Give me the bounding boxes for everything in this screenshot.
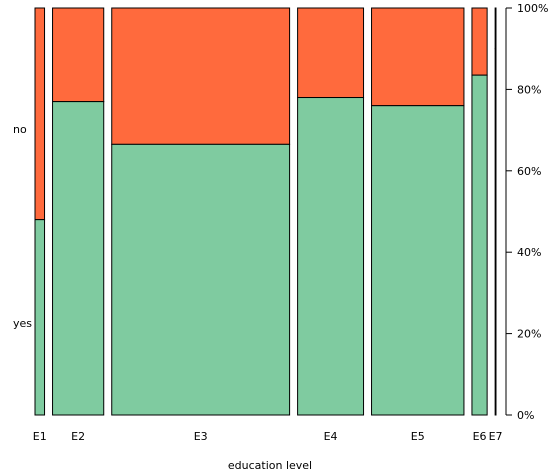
- segment-no-e1: [34, 7, 46, 221]
- column-e5: [371, 7, 465, 416]
- right-axis-tick-label: 0%: [517, 409, 534, 422]
- segment-yes-e1: [34, 219, 46, 416]
- column-e6: [471, 7, 488, 416]
- segment-yes-e7: [494, 48, 497, 416]
- x-tick-label-e7: E7: [489, 430, 503, 443]
- segment-yes-e5: [371, 105, 465, 416]
- segment-yes-e6: [471, 74, 488, 416]
- segment-no-e7: [494, 7, 497, 50]
- x-tick-label-e1: E1: [33, 430, 47, 443]
- right-axis: 0% 20% 40% 60% 80% 100%: [505, 2, 548, 422]
- x-axis-title: education level: [228, 459, 312, 472]
- x-tick-label-e5: E5: [411, 430, 425, 443]
- segment-labels: yes no: [13, 123, 32, 330]
- segment-no-e5: [371, 7, 465, 107]
- column-e4: [297, 7, 365, 416]
- column-e2: [52, 7, 105, 416]
- right-axis-tick-label: 80%: [517, 83, 541, 96]
- x-tick-label-e6: E6: [473, 430, 487, 443]
- right-axis-tick-label: 60%: [517, 165, 541, 178]
- segment-yes-e4: [297, 97, 365, 416]
- segment-yes-e3: [111, 143, 291, 416]
- right-axis-tick-label: 100%: [517, 2, 548, 15]
- x-tick-label-e3: E3: [194, 430, 208, 443]
- segment-label-yes: yes: [13, 317, 32, 330]
- right-axis-tick-label: 40%: [517, 246, 541, 259]
- segment-no-e3: [111, 7, 291, 145]
- x-tick-label-e4: E4: [324, 430, 338, 443]
- segment-label-no: no: [13, 123, 27, 136]
- segment-no-e6: [471, 7, 488, 76]
- column-e1: [34, 7, 46, 416]
- segment-yes-e2: [52, 101, 105, 416]
- x-tick-label-e2: E2: [71, 430, 85, 443]
- x-tick-labels: E1 E2 E3 E4 E5 E6 E7: [33, 430, 503, 443]
- column-e7: [494, 7, 497, 416]
- column-e3: [111, 7, 291, 416]
- segment-no-e4: [297, 7, 365, 99]
- right-axis-tick-label: 20%: [517, 328, 541, 341]
- segment-no-e2: [52, 7, 105, 103]
- plot-area: [34, 7, 497, 416]
